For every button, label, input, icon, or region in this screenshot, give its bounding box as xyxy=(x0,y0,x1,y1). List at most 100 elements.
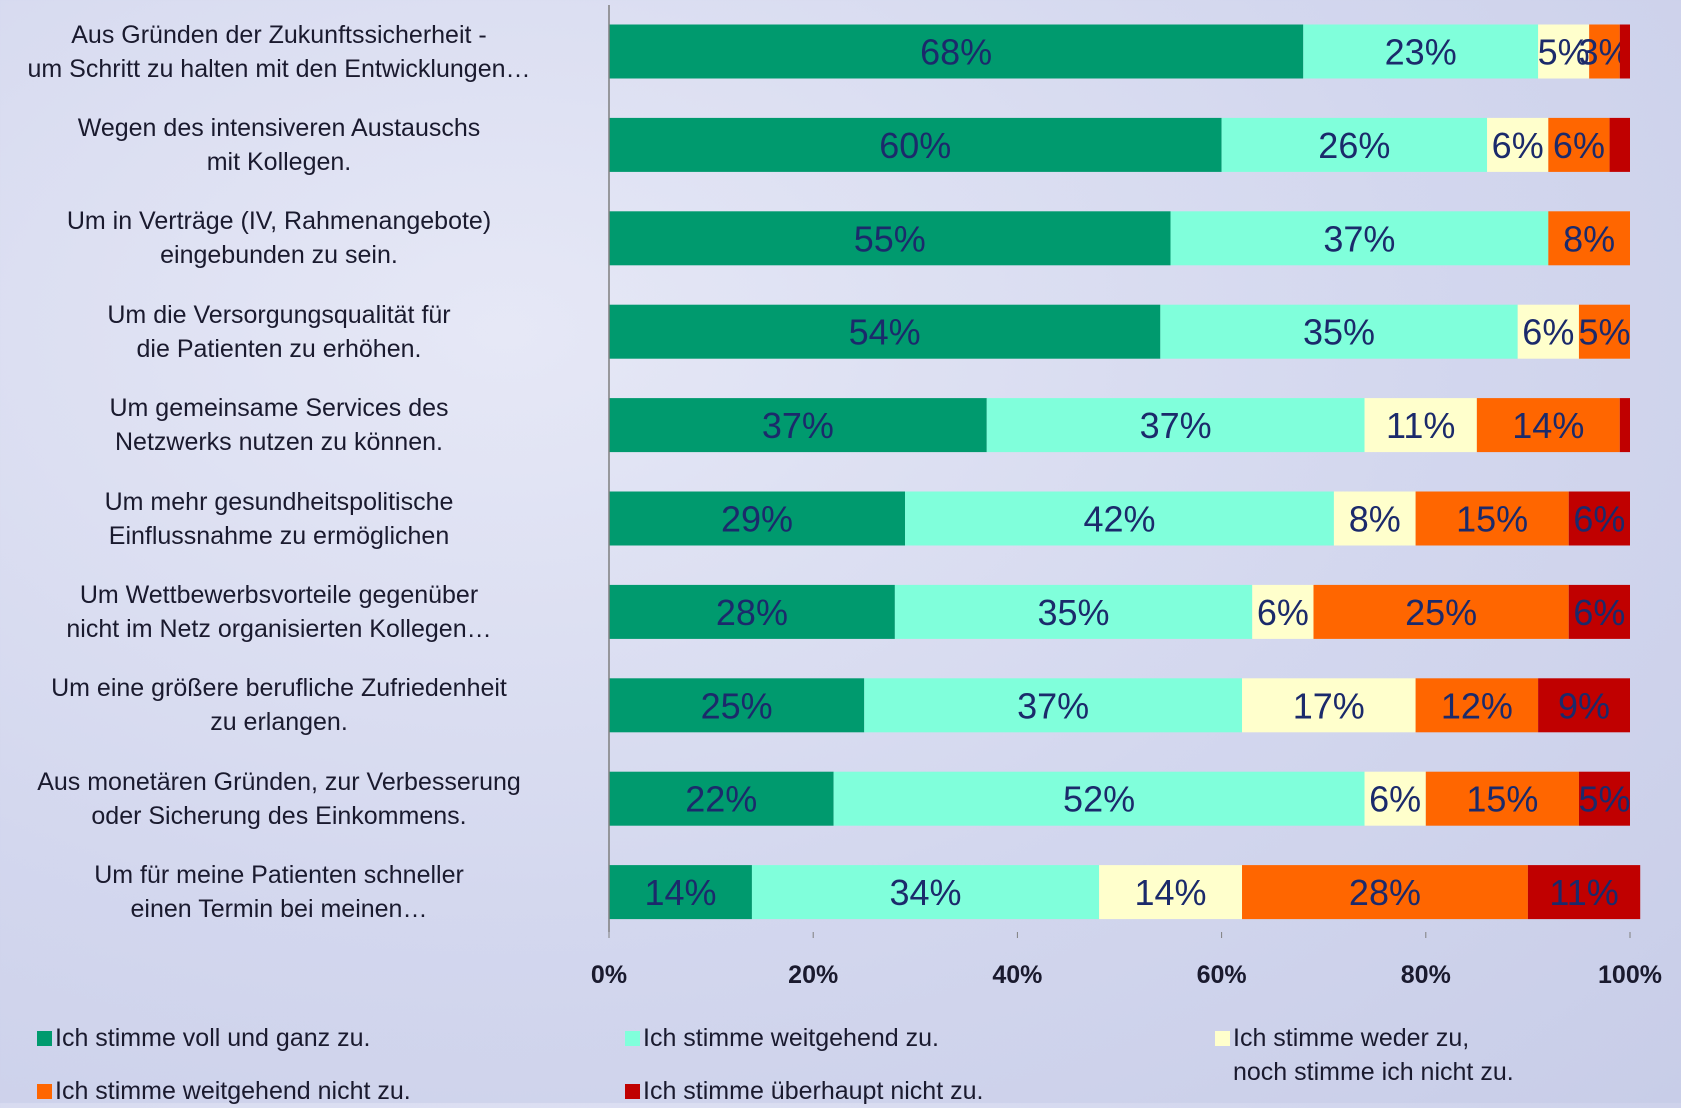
value-label: 26% xyxy=(1318,125,1390,166)
bar-segment xyxy=(986,398,1365,453)
value-label: 14% xyxy=(1135,872,1207,913)
bar-segment xyxy=(609,584,895,639)
value-label: 14% xyxy=(644,872,716,913)
bar-segment xyxy=(1578,304,1630,359)
value-label: 37% xyxy=(1017,685,1089,726)
category-label: Um Wettbewerbsvorteile gegenüber nicht i… xyxy=(66,580,492,643)
value-label: 6% xyxy=(1492,125,1544,166)
bar-segment xyxy=(1333,491,1416,546)
value-label: 15% xyxy=(1466,779,1538,820)
value-label: 28% xyxy=(716,592,788,633)
bar-segment xyxy=(1568,584,1630,639)
bar-segment xyxy=(1415,491,1569,546)
x-tick-label: 40% xyxy=(992,961,1042,989)
bar-segment xyxy=(1170,211,1549,266)
value-label: 34% xyxy=(889,872,961,913)
value-label: 54% xyxy=(849,312,921,353)
legend-label: Ich stimme weder zu, noch stimme ich nic… xyxy=(1233,1024,1514,1086)
bar-segment xyxy=(1160,304,1518,359)
bar-segment xyxy=(609,865,752,920)
value-label: 11% xyxy=(1549,872,1618,913)
bar-segment xyxy=(609,304,1161,359)
bar-segment xyxy=(609,211,1171,266)
value-label: 5% xyxy=(1578,312,1630,353)
bar-segment xyxy=(1527,865,1641,920)
bar-segment xyxy=(1568,491,1630,546)
bar-segment xyxy=(1242,865,1528,920)
legend-swatch xyxy=(37,1031,52,1046)
value-label: 28% xyxy=(1349,872,1421,913)
bar-segment xyxy=(1364,771,1426,826)
legend-swatch xyxy=(625,1031,640,1046)
value-label: 6% xyxy=(1573,592,1625,633)
bar-segment xyxy=(609,398,987,453)
bar-segment xyxy=(1578,771,1630,826)
bar-segment xyxy=(1538,24,1590,79)
value-label: 37% xyxy=(1140,405,1212,446)
value-label: 68% xyxy=(920,32,992,73)
bar-segment xyxy=(1619,398,1630,453)
bar-segment xyxy=(609,491,906,546)
bar-segment xyxy=(1415,678,1539,733)
x-tick-label: 80% xyxy=(1401,961,1451,989)
bar-segment xyxy=(609,117,1222,172)
value-label: 6% xyxy=(1257,592,1309,633)
bar-segment xyxy=(1476,398,1620,453)
value-label: 37% xyxy=(1323,218,1395,259)
legend-swatch xyxy=(1215,1031,1230,1046)
legend-swatch xyxy=(625,1084,640,1099)
legend-label: Ich stimme weitgehend zu. xyxy=(643,1024,939,1052)
category-label: Um in Verträge (IV, Rahmenangebote) eing… xyxy=(66,207,492,270)
value-label: 6% xyxy=(1553,125,1605,166)
bar-segment xyxy=(609,678,865,733)
value-label: 55% xyxy=(854,218,926,259)
value-label: 60% xyxy=(879,125,951,166)
value-label: 9% xyxy=(1558,685,1610,726)
bar-segment xyxy=(1425,771,1579,826)
bar-segment xyxy=(751,865,1100,920)
category-label: Aus monetären Gründen, zur Verbesserung … xyxy=(37,767,521,830)
value-label: 23% xyxy=(1385,32,1457,73)
bar-segment xyxy=(1242,678,1416,733)
value-label: 17% xyxy=(1293,685,1365,726)
value-label: 6% xyxy=(1369,779,1421,820)
value-label: 14% xyxy=(1512,405,1584,446)
value-label: 35% xyxy=(1303,312,1375,353)
bar-segment xyxy=(1517,304,1579,359)
category-label: Um für meine Patienten schneller einen T… xyxy=(94,861,464,924)
value-label: 5% xyxy=(1538,32,1590,73)
value-label: 35% xyxy=(1038,592,1110,633)
value-label: 11% xyxy=(1386,405,1455,446)
bar-segment xyxy=(609,771,834,826)
category-label: Um gemeinsame Services des Netzwerks nut… xyxy=(109,394,449,457)
x-tick-label: 100% xyxy=(1598,961,1662,989)
legend-swatch xyxy=(37,1084,52,1099)
bar-segment xyxy=(1619,24,1630,79)
bar-segment xyxy=(1548,117,1610,172)
value-label: 22% xyxy=(685,779,757,820)
category-label: Um eine größere berufliche Zufriedenheit… xyxy=(51,674,507,737)
category-label: Um mehr gesundheitspolitische Einflussna… xyxy=(104,487,454,550)
bar-segment xyxy=(864,678,1243,733)
value-label: 8% xyxy=(1563,218,1615,259)
bar-segment xyxy=(833,771,1365,826)
value-label: 29% xyxy=(721,499,793,540)
value-label: 52% xyxy=(1063,779,1135,820)
bar-segment xyxy=(1252,584,1314,639)
bar-segment xyxy=(1548,211,1630,266)
bar-segment xyxy=(1099,865,1243,920)
bar-segment xyxy=(1609,117,1630,172)
value-label: 6% xyxy=(1573,499,1625,540)
value-label: 37% xyxy=(762,405,834,446)
bar-segment xyxy=(1538,678,1630,733)
bar-segment xyxy=(1221,117,1488,172)
value-label: 15% xyxy=(1456,499,1528,540)
bar-segment xyxy=(905,491,1334,546)
bar-segment xyxy=(1487,117,1549,172)
bar-segment xyxy=(1313,584,1569,639)
bar-segment xyxy=(609,24,1304,79)
category-label: Um die Versorgungsqualität für die Patie… xyxy=(107,300,451,363)
legend-label: Ich stimme überhaupt nicht zu. xyxy=(643,1077,984,1105)
bar-segment xyxy=(1589,24,1620,79)
